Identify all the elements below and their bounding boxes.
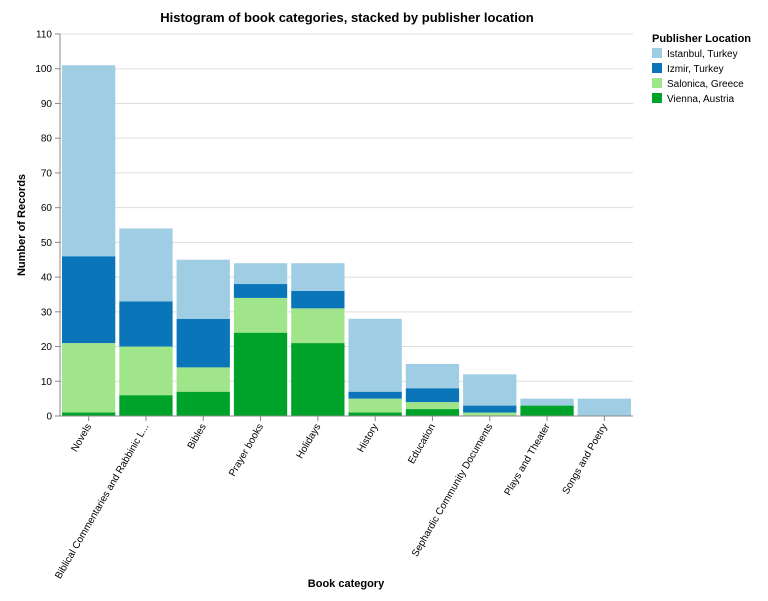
y-tick-label: 110 <box>36 30 52 41</box>
bar-segment <box>233 332 288 416</box>
y-tick-label: 90 <box>41 99 53 110</box>
y-tick-label: 60 <box>41 203 53 214</box>
legend-label: Istanbul, Turkey <box>667 49 738 60</box>
bar-segment <box>348 318 402 392</box>
legend-swatch <box>652 48 662 58</box>
x-tick-label: History <box>356 422 381 454</box>
x-axis-title: Book category <box>308 578 385 590</box>
y-tick-label: 50 <box>41 238 53 249</box>
legend-swatch <box>652 63 662 73</box>
x-tick-label: Bibles <box>186 422 209 451</box>
bar-segment <box>291 343 345 416</box>
bar-segment <box>119 301 173 347</box>
bar-segment <box>176 391 230 416</box>
y-tick-label: 30 <box>41 307 53 318</box>
bar-segment <box>577 398 631 416</box>
bar-segment <box>405 402 460 410</box>
y-tick-label: 80 <box>41 134 53 145</box>
bar-segment <box>62 256 116 344</box>
bar-segment <box>291 308 345 344</box>
y-tick-label: 100 <box>35 64 52 75</box>
legend-label: Izmir, Turkey <box>667 64 724 75</box>
bar-segment <box>520 405 574 416</box>
bar-segment <box>62 65 116 257</box>
bar-segment <box>176 318 230 368</box>
y-ticks: 0 10 20 30 40 50 60 70 80 90 100 110 <box>35 30 60 423</box>
x-tick-label: Novels <box>69 422 94 454</box>
bar-segment <box>291 290 345 309</box>
x-tick-label: Plays and Theater <box>503 421 553 497</box>
bar-segment <box>463 374 517 406</box>
bar-segment <box>233 284 288 298</box>
bar-segment <box>520 398 574 406</box>
bar-segment <box>62 343 116 413</box>
bar-segment <box>233 297 288 333</box>
axes <box>59 34 633 417</box>
bar-segment <box>176 259 230 319</box>
y-axis-title: Number of Records <box>16 174 28 276</box>
bar-segment <box>176 367 230 392</box>
bar-segment <box>463 412 517 416</box>
y-tick-label: 70 <box>41 168 53 179</box>
y-tick-label: 40 <box>41 273 53 284</box>
legend-label: Vienna, Austria <box>667 94 735 105</box>
bar-segment <box>463 405 517 413</box>
bar-segment <box>233 263 288 285</box>
legend-swatch <box>652 78 662 88</box>
chart-title: Histogram of book categories, stacked by… <box>160 10 534 25</box>
bar-segment <box>119 228 173 302</box>
bar-segment <box>405 388 460 403</box>
bars <box>62 65 631 416</box>
legend-swatch <box>652 93 662 103</box>
bar-segment <box>348 412 402 416</box>
x-tick-label: Education <box>406 422 438 466</box>
bar-segment <box>348 391 402 399</box>
x-tick-label: Biblical Commentaries and Rabbinic L... <box>53 422 151 581</box>
bar-segment <box>405 409 460 416</box>
x-tick-label: Songs and Poetry <box>561 422 610 496</box>
legend-label: Salonica, Greece <box>667 79 744 90</box>
bar-segment <box>405 363 460 389</box>
y-tick-label: 0 <box>46 412 52 423</box>
legend-title: Publisher Location <box>652 33 751 45</box>
legend: Publisher Location Istanbul, Turkey Izmir… <box>652 33 751 105</box>
bar-segment <box>119 395 173 416</box>
y-tick-label: 10 <box>41 377 53 388</box>
x-tick-label: Holidays <box>295 422 324 461</box>
bar-segment <box>348 398 402 413</box>
bar-segment <box>119 346 173 396</box>
bar-segment <box>62 412 116 416</box>
bar-segment <box>291 263 345 291</box>
y-tick-label: 20 <box>41 342 53 353</box>
x-tick-label: Prayer books <box>227 422 266 479</box>
